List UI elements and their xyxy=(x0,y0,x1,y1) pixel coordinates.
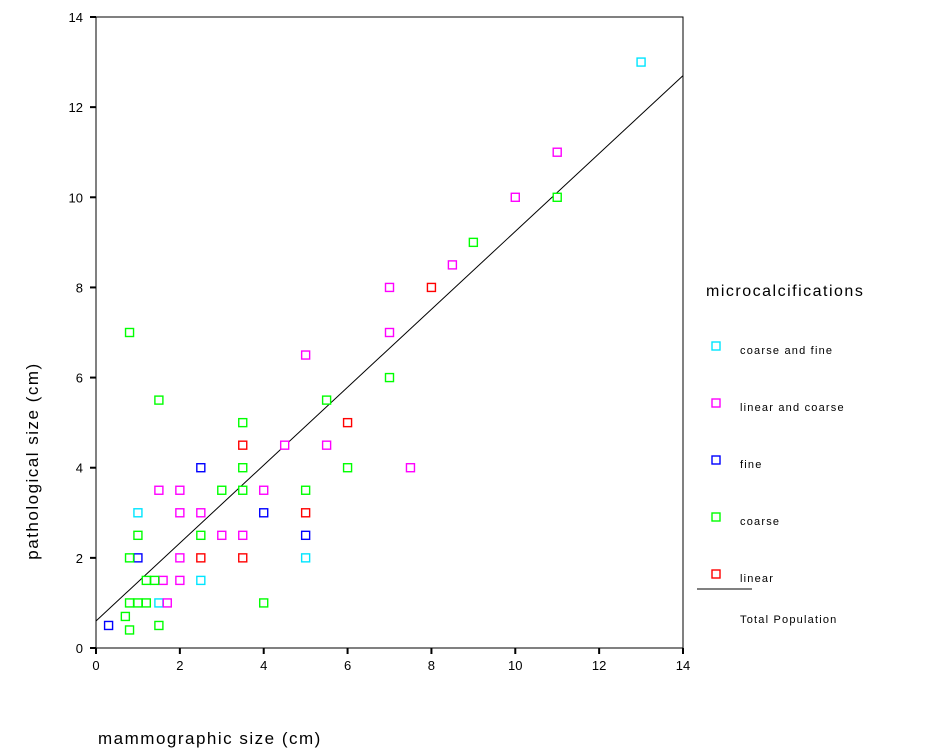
data-point xyxy=(133,508,143,518)
data-point xyxy=(300,350,311,360)
data-point xyxy=(103,620,114,631)
legend-marker xyxy=(711,512,721,522)
data-point xyxy=(384,327,395,338)
data-point xyxy=(196,508,206,518)
plot-frame xyxy=(95,16,684,649)
data-point xyxy=(154,395,164,405)
data-point xyxy=(175,575,185,586)
data-point xyxy=(196,575,206,586)
x-tick-label: 4 xyxy=(260,658,267,673)
plot-area xyxy=(95,16,684,649)
data-point xyxy=(636,57,646,67)
data-point xyxy=(552,147,562,157)
y-tick-label: 8 xyxy=(76,280,83,295)
data-point xyxy=(124,327,135,338)
legend-marker xyxy=(711,455,721,465)
data-point xyxy=(384,372,395,383)
data-point xyxy=(259,485,269,495)
x-tick-label: 6 xyxy=(344,658,351,673)
data-point xyxy=(300,530,311,541)
legend-marker xyxy=(711,341,721,351)
data-point xyxy=(149,575,160,586)
y-axis-title: pathological size (cm) xyxy=(23,362,42,559)
legend-title: microcalcifications xyxy=(706,283,864,300)
legend-label: coarse and fine xyxy=(740,345,833,357)
data-point xyxy=(405,463,416,473)
data-point xyxy=(300,508,311,518)
x-tick-label: 0 xyxy=(92,658,99,673)
x-axis-title: mammographic size (cm) xyxy=(98,729,322,748)
data-point xyxy=(154,620,164,631)
x-tick-label: 12 xyxy=(592,658,606,673)
legend-marker xyxy=(711,569,721,579)
data-point xyxy=(154,485,164,495)
data-point xyxy=(133,553,143,563)
data-point xyxy=(238,440,248,450)
data-point xyxy=(133,530,143,541)
data-point xyxy=(124,553,135,563)
data-point xyxy=(447,260,458,270)
data-point xyxy=(124,598,135,608)
data-point xyxy=(321,395,332,405)
data-point xyxy=(238,530,248,541)
legend: microcalcifications coarse and fine linea… xyxy=(697,283,864,626)
data-point xyxy=(217,485,227,495)
data-point xyxy=(259,598,269,608)
data-point xyxy=(196,463,206,473)
y-tick-label: 14 xyxy=(69,10,83,25)
data-point xyxy=(552,192,562,202)
data-points xyxy=(103,57,646,635)
data-point xyxy=(300,553,311,563)
x-tick-label: 2 xyxy=(176,658,183,673)
data-point xyxy=(342,417,353,428)
y-tick-label: 2 xyxy=(76,551,83,566)
data-point xyxy=(238,463,248,473)
data-point xyxy=(300,485,311,495)
legend-label: linear and coarse xyxy=(740,402,845,414)
data-point xyxy=(342,463,353,473)
data-point xyxy=(175,508,185,518)
data-point xyxy=(468,237,479,248)
data-point xyxy=(196,530,206,541)
data-point xyxy=(141,598,152,608)
fit-line xyxy=(95,75,684,622)
data-point xyxy=(279,440,290,450)
legend-label: Total Population xyxy=(740,614,837,626)
y-tick-label: 6 xyxy=(76,371,83,386)
data-point xyxy=(217,530,227,541)
data-point xyxy=(238,417,248,428)
legend-marker xyxy=(711,398,721,408)
data-point xyxy=(154,598,164,608)
data-point xyxy=(321,440,332,450)
legend-items: coarse and fine linear and coarse fine coar… xyxy=(697,341,845,626)
data-point xyxy=(196,553,206,563)
x-tick-label: 8 xyxy=(428,658,435,673)
data-point xyxy=(158,575,168,586)
data-point xyxy=(175,553,185,563)
data-point xyxy=(510,192,520,202)
data-point xyxy=(175,485,185,495)
data-point xyxy=(120,611,131,622)
data-point xyxy=(162,598,172,608)
data-point xyxy=(124,625,135,635)
y-axis-ticks: 0 2 4 6 8 10 12 14 xyxy=(69,10,96,656)
x-tick-label: 14 xyxy=(676,658,690,673)
data-point xyxy=(426,282,437,293)
data-point xyxy=(259,508,269,518)
y-tick-label: 0 xyxy=(76,641,83,656)
y-tick-label: 12 xyxy=(69,100,83,115)
data-point xyxy=(133,598,143,608)
y-tick-label: 4 xyxy=(76,461,83,476)
x-axis-ticks: 0 2 4 6 8 10 12 14 xyxy=(92,648,690,673)
data-point xyxy=(141,575,152,586)
legend-label: coarse xyxy=(740,516,780,528)
legend-label: linear xyxy=(740,573,774,585)
y-tick-label: 10 xyxy=(69,190,83,205)
data-point xyxy=(238,485,248,495)
legend-label: fine xyxy=(740,459,763,471)
data-point xyxy=(384,282,395,293)
data-point xyxy=(238,553,248,563)
x-tick-label: 10 xyxy=(508,658,522,673)
